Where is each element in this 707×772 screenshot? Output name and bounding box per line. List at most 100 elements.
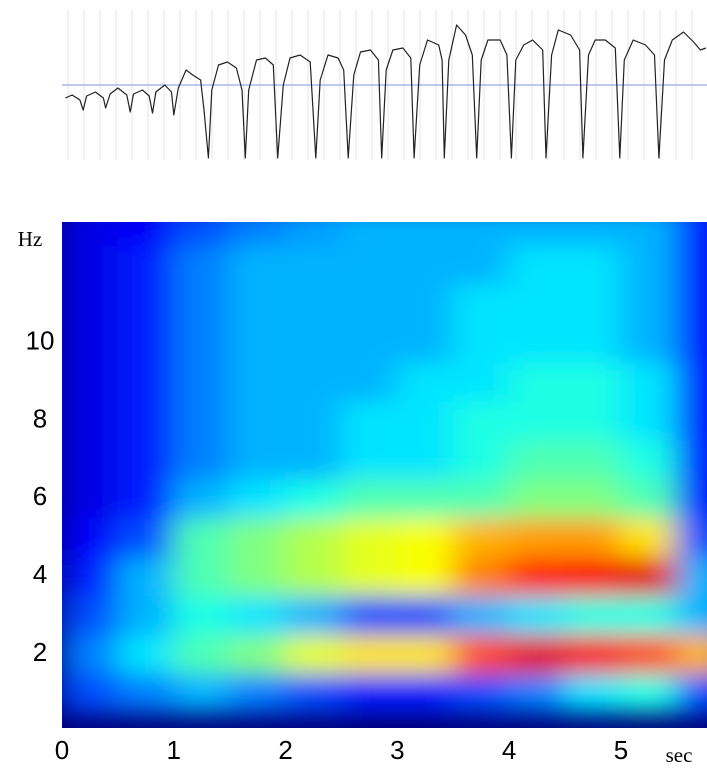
- heatmap-cell: [508, 222, 566, 246]
- heatmap-cell: [620, 556, 678, 597]
- heatmap-cell: [452, 439, 510, 480]
- heatmap-cell: [564, 400, 622, 441]
- heatmap-cell: [229, 595, 287, 636]
- x-tick-label: 2: [278, 735, 292, 765]
- y-tick-label: 2: [33, 637, 47, 667]
- heatmap-cell: [173, 634, 231, 675]
- heatmap-cell: [508, 400, 566, 441]
- heatmap-cell: [340, 478, 398, 519]
- heatmap-cell: [340, 400, 398, 441]
- heatmap-cell: [676, 439, 707, 480]
- heatmap-cell: [340, 322, 398, 363]
- heatmap-cell: [396, 439, 454, 480]
- heatmap-cell: [620, 222, 678, 246]
- heatmap-cell: [117, 478, 175, 519]
- heatmap-cell: [508, 478, 566, 519]
- x-tick-label: 4: [502, 735, 516, 765]
- heatmap-cell: [620, 595, 678, 636]
- heatmap-cell: [508, 244, 566, 285]
- heatmap-cell: [62, 322, 119, 363]
- heatmap-cell: [508, 517, 566, 558]
- heatmap-cell: [452, 222, 510, 246]
- heatmap-cell: [564, 439, 622, 480]
- heatmap-cell: [452, 322, 510, 363]
- x-axis-label: sec: [666, 743, 693, 767]
- heatmap-cell: [229, 322, 287, 363]
- heatmap-cell: [396, 517, 454, 558]
- heatmap-cell: [452, 595, 510, 636]
- heatmap-cell: [173, 478, 231, 519]
- heatmap-cell: [620, 322, 678, 363]
- trace-line: [65, 24, 707, 159]
- heatmap-cell: [340, 222, 398, 246]
- heatmap-cell: [620, 517, 678, 558]
- heatmap-cell: [620, 400, 678, 441]
- spectrogram-panel: [62, 222, 707, 728]
- heatmap-cell: [676, 673, 707, 713]
- heatmap-cell: [173, 322, 231, 363]
- heatmap-cell: [229, 673, 287, 713]
- heatmap-cell: [564, 283, 622, 324]
- heatmap-cell: [285, 244, 342, 285]
- heatmap-cell: [564, 556, 622, 597]
- y-tick-label: 4: [33, 559, 47, 589]
- heatmap-cell: [285, 634, 342, 675]
- heatmap-cell: [229, 478, 287, 519]
- x-tick-label: 0: [55, 735, 69, 765]
- heatmap-cell: [620, 283, 678, 324]
- heatmap-cell: [62, 439, 119, 480]
- heatmap-cell: [676, 595, 707, 636]
- heatmap-cell: [285, 478, 342, 519]
- trace-panel: [62, 10, 707, 160]
- heatmap-cell: [117, 361, 175, 402]
- heatmap-cell: [173, 283, 231, 324]
- heatmap-cell: [396, 283, 454, 324]
- heatmap-cell: [564, 322, 622, 363]
- heatmap-cell: [117, 439, 175, 480]
- heatmap-cell: [396, 673, 454, 713]
- heatmap-cell: [285, 517, 342, 558]
- heatmap-cell: [285, 439, 342, 480]
- heatmap-cell: [117, 322, 175, 363]
- heatmap-cell: [508, 283, 566, 324]
- heatmap-cell: [564, 478, 622, 519]
- heatmap-cell: [173, 439, 231, 480]
- heatmap-cell: [229, 634, 287, 675]
- heatmap-cell: [564, 634, 622, 675]
- heatmap-cell: [117, 556, 175, 597]
- heatmap-cell: [229, 361, 287, 402]
- heatmap-cell: [285, 222, 342, 246]
- heatmap-cell: [620, 361, 678, 402]
- heatmap-cell: [564, 517, 622, 558]
- heatmap-cell: [676, 478, 707, 519]
- heatmap-cell: [452, 556, 510, 597]
- x-tick-label: 3: [390, 735, 404, 765]
- heatmap-cell: [340, 244, 398, 285]
- heatmap-cell: [285, 673, 342, 713]
- heatmap-cell: [396, 244, 454, 285]
- heatmap-cell: [117, 673, 175, 713]
- heatmap-cell: [620, 478, 678, 519]
- heatmap-cell: [62, 634, 119, 675]
- heatmap-cell: [173, 361, 231, 402]
- heatmap-cell: [285, 322, 342, 363]
- heatmap-cell: [285, 283, 342, 324]
- heatmap-cell: [62, 478, 119, 519]
- heatmap-cell: [62, 517, 119, 558]
- heatmap-cell: [676, 556, 707, 597]
- heatmap-cell: [229, 400, 287, 441]
- heatmap-cell: [396, 478, 454, 519]
- heatmap-cell: [452, 400, 510, 441]
- heatmap-cell: [452, 673, 510, 713]
- heatmap-cell: [620, 439, 678, 480]
- heatmap-cell: [676, 322, 707, 363]
- heatmap-cell: [620, 673, 678, 713]
- heatmap-cell: [340, 361, 398, 402]
- heatmap-cell: [676, 361, 707, 402]
- heatmap-cell: [396, 361, 454, 402]
- heatmap-cell: [676, 283, 707, 324]
- heatmap-cell: [452, 478, 510, 519]
- heatmap-cell: [229, 222, 287, 246]
- heatmap-cell: [62, 283, 119, 324]
